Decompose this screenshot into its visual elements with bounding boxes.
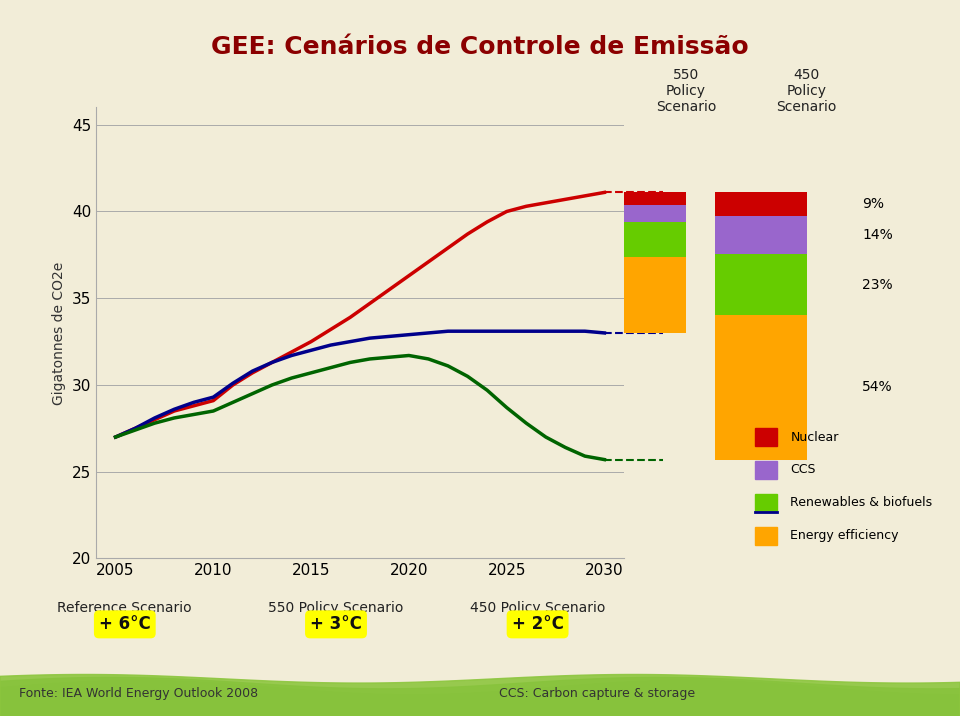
Text: Fonte: IEA World Energy Outlook 2008: Fonte: IEA World Energy Outlook 2008 xyxy=(19,687,258,700)
Text: 550 Policy Scenario: 550 Policy Scenario xyxy=(268,601,404,616)
Text: 550
Policy
Scenario: 550 Policy Scenario xyxy=(656,68,716,115)
Text: GEE: Cenários de Controle de Emissão: GEE: Cenários de Controle de Emissão xyxy=(211,34,749,59)
Bar xyxy=(715,254,806,315)
Text: Reference Scenario: Reference Scenario xyxy=(58,601,192,616)
Text: CCS: CCS xyxy=(790,463,816,477)
Text: + 2°C: + 2°C xyxy=(512,615,564,634)
Y-axis label: Gigatonnes de CO2e: Gigatonnes de CO2e xyxy=(52,261,66,405)
Bar xyxy=(715,216,806,254)
Text: 23%: 23% xyxy=(862,278,893,291)
Text: + 6°C: + 6°C xyxy=(99,615,151,634)
Bar xyxy=(755,494,778,512)
Bar xyxy=(594,205,686,222)
Text: 450 Policy Scenario: 450 Policy Scenario xyxy=(469,601,606,616)
Bar xyxy=(755,461,778,479)
Bar xyxy=(755,428,778,445)
Text: 54%: 54% xyxy=(862,380,893,395)
Text: + 3°C: + 3°C xyxy=(310,615,362,634)
Text: 450
Policy
Scenario: 450 Policy Scenario xyxy=(777,68,837,115)
Bar xyxy=(715,193,806,216)
Text: 14%: 14% xyxy=(862,228,893,242)
Text: Nuclear: Nuclear xyxy=(790,430,839,443)
Bar xyxy=(715,315,806,460)
Text: CCS: Carbon capture & storage: CCS: Carbon capture & storage xyxy=(499,687,695,700)
Bar xyxy=(755,527,778,545)
Text: Renewables & biofuels: Renewables & biofuels xyxy=(790,496,932,510)
Text: Energy efficiency: Energy efficiency xyxy=(790,529,899,543)
Bar xyxy=(594,257,686,333)
Text: 9%: 9% xyxy=(862,198,884,211)
Bar xyxy=(594,193,686,205)
Bar xyxy=(594,222,686,257)
